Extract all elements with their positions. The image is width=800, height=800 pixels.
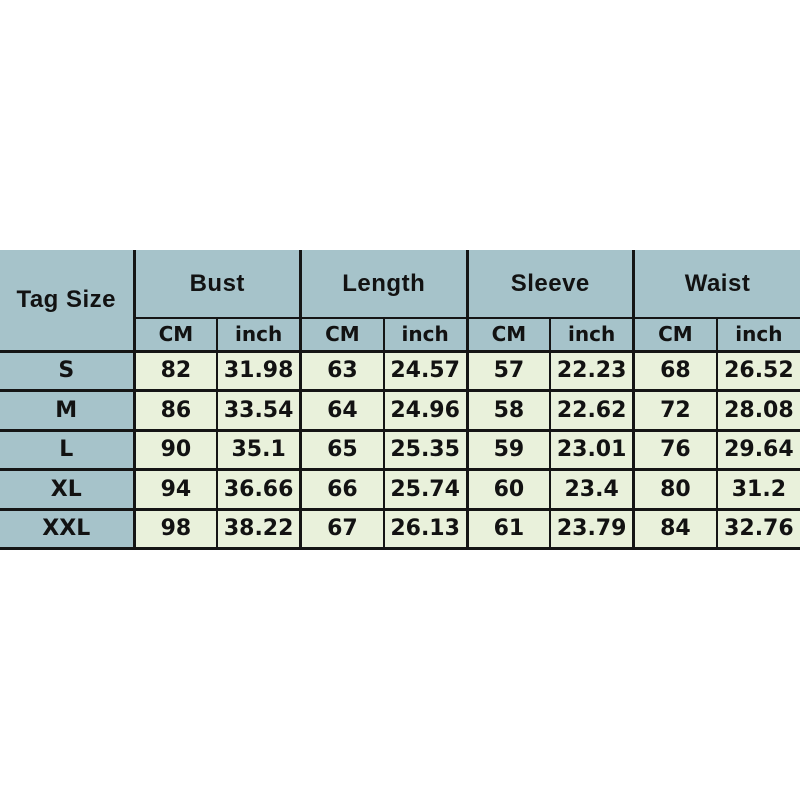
group-header-waist: Waist	[632, 250, 800, 318]
unit-header-waist-cm: CM	[631, 317, 717, 351]
unit-header-sleeve-inch: inch	[549, 317, 634, 351]
table-row-l: L 90 35.1 65 25.35 59 23.01 76 29.64	[0, 428, 800, 470]
value-cell: 61	[465, 507, 551, 550]
group-header-length: Length	[299, 250, 467, 318]
row-label: XXL	[0, 507, 134, 550]
unit-header-row: CM inch CM inch CM inch CM inch	[0, 317, 800, 351]
value-cell: 84	[631, 507, 717, 550]
value-cell: 29.64	[715, 428, 800, 470]
value-cell: 26.52	[715, 349, 800, 391]
value-cell: 57	[465, 349, 551, 391]
unit-header-sleeve-cm: CM	[465, 317, 551, 351]
group-header-sleeve: Sleeve	[465, 250, 634, 318]
unit-header-waist-inch: inch	[715, 317, 800, 351]
value-cell: 98	[132, 507, 218, 550]
value-cell: 64	[298, 389, 384, 430]
value-cell: 86	[132, 389, 218, 430]
value-cell: 23.4	[549, 468, 634, 509]
row-label: S	[0, 349, 134, 391]
value-cell: 80	[631, 468, 717, 509]
value-cell: 32.76	[715, 507, 800, 550]
value-cell: 22.23	[549, 349, 634, 391]
value-cell: 25.74	[382, 468, 467, 509]
value-cell: 38.22	[216, 507, 301, 550]
value-cell: 94	[132, 468, 218, 509]
unit-header-length-cm: CM	[298, 317, 384, 351]
value-cell: 76	[631, 428, 717, 470]
value-cell: 90	[132, 428, 218, 470]
size-chart-table: Tag Size Bust Length Sleeve Waist CM inc…	[0, 250, 800, 550]
value-cell: 58	[465, 389, 551, 430]
value-cell: 35.1	[216, 428, 301, 470]
value-cell: 24.57	[382, 349, 467, 391]
value-cell: 65	[298, 428, 384, 470]
unit-header-length-inch: inch	[382, 317, 467, 351]
table-row-s: S 82 31.98 63 24.57 57 22.23 68 26.52	[0, 349, 800, 391]
value-cell: 22.62	[549, 389, 634, 430]
value-cell: 28.08	[715, 389, 800, 430]
corner-header-cell: Tag Size	[0, 250, 134, 351]
value-cell: 24.96	[382, 389, 467, 430]
value-cell: 31.2	[715, 468, 800, 509]
value-cell: 23.01	[549, 428, 634, 470]
row-label: L	[0, 428, 134, 470]
unit-header-bust-cm: CM	[132, 317, 218, 351]
unit-header-bust-inch: inch	[216, 317, 301, 351]
table-row-m: M 86 33.54 64 24.96 58 22.62 72 28.08	[0, 389, 800, 430]
group-header-bust: Bust	[132, 250, 301, 318]
value-cell: 31.98	[216, 349, 301, 391]
row-label: M	[0, 389, 134, 430]
group-header-row: Tag Size Bust Length Sleeve Waist	[0, 250, 800, 351]
value-cell: 33.54	[216, 389, 301, 430]
value-cell: 82	[132, 349, 218, 391]
value-cell: 68	[631, 349, 717, 391]
value-cell: 23.79	[549, 507, 634, 550]
value-cell: 36.66	[216, 468, 301, 509]
value-cell: 63	[298, 349, 384, 391]
row-label: XL	[0, 468, 134, 509]
table-row-xl: XL 94 36.66 66 25.74 60 23.4 80 31.2	[0, 468, 800, 509]
value-cell: 67	[298, 507, 384, 550]
value-cell: 59	[465, 428, 551, 470]
value-cell: 72	[631, 389, 717, 430]
value-cell: 66	[298, 468, 384, 509]
value-cell: 25.35	[382, 428, 467, 470]
value-cell: 26.13	[382, 507, 467, 550]
table-row-xxl: XXL 98 38.22 67 26.13 61 23.79 84 32.76	[0, 507, 800, 550]
value-cell: 60	[465, 468, 551, 509]
